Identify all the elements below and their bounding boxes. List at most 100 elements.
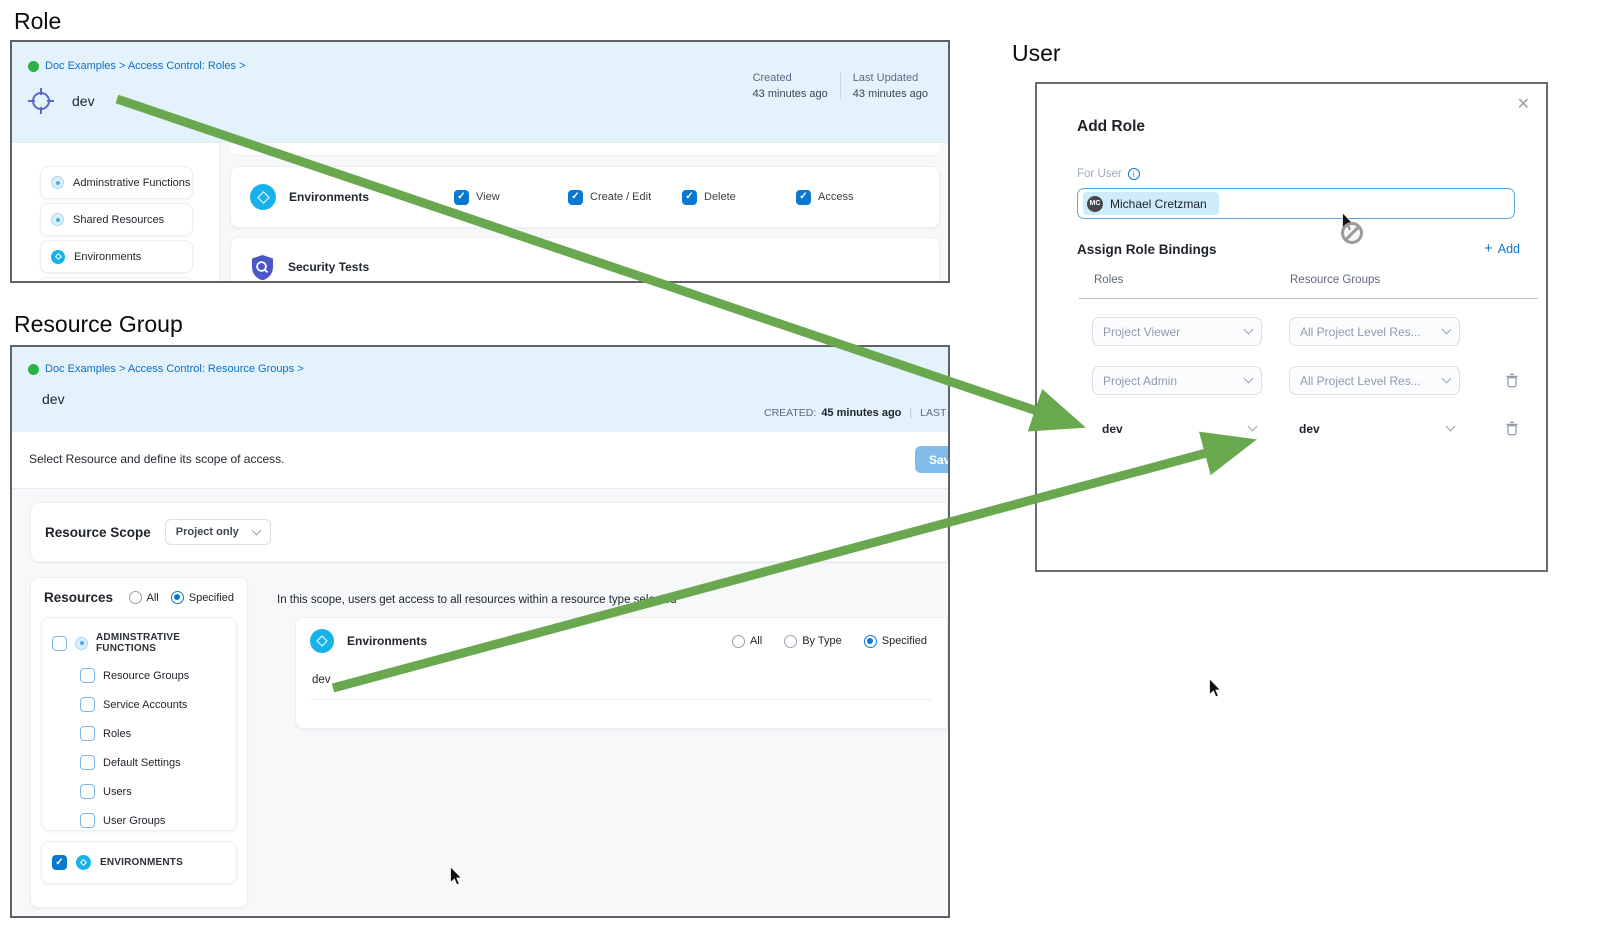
user-section-label: User — [1012, 40, 1061, 66]
meta-separator: | — [909, 407, 913, 419]
checkbox-icon[interactable] — [80, 668, 95, 683]
scope-instruction: Select Resource and define its scope of … — [29, 452, 285, 466]
checkbox-checked-icon[interactable]: ✓ — [52, 855, 67, 870]
scope-item-dev[interactable]: dev — [312, 674, 331, 686]
tree-item-service-accounts[interactable]: Service Accounts — [80, 697, 226, 712]
delete-binding-button[interactable] — [1505, 373, 1521, 389]
resource-group-select[interactable]: dev — [1299, 421, 1320, 436]
save-button[interactable]: Save — [915, 446, 948, 473]
resource-group-select[interactable]: All Project Level Res... — [1289, 317, 1460, 346]
permission-resource-name: Environments — [289, 190, 370, 204]
checkbox-checked-icon[interactable]: ✓ — [454, 189, 469, 205]
breadcrumb[interactable]: Doc Examples > Access Control: Roles > — [28, 60, 246, 72]
resource-scope-select[interactable]: Project only — [164, 519, 271, 545]
permission-resource-name: Security Tests — [288, 260, 370, 274]
role-resource-category-sidebar: Adminstrative Functions Shared Resources… — [12, 143, 220, 281]
resource-group-section-label: Resource Group — [14, 311, 183, 337]
permission-delete[interactable]: ✓ Delete — [682, 189, 796, 205]
chevron-down-icon[interactable] — [1445, 421, 1456, 432]
radio-icon[interactable] — [731, 634, 745, 648]
role-title: dev — [72, 93, 95, 109]
user-select-input[interactable]: MC Michael Cretzman — [1077, 188, 1515, 219]
updated-value: 43 minutes ago — [852, 88, 928, 100]
permission-row-environments: Environments ✓ View ✓ Create / Edit ✓ De… — [230, 166, 940, 228]
radio-selected-icon[interactable] — [170, 591, 184, 604]
close-icon[interactable]: ✕ — [1516, 96, 1530, 113]
delete-binding-button[interactable] — [1505, 421, 1521, 437]
role-meta: Created 43 minutes ago Last Updated 43 m… — [741, 72, 940, 100]
role-section-label: Role — [14, 8, 62, 34]
tree-item-administrative-functions[interactable]: ADMINSTRATIVE FUNCTIONS — [52, 632, 226, 654]
resources-radio-specified[interactable]: Specified — [170, 591, 234, 604]
resource-group-content: Resource Scope Project only Resources Al… — [12, 489, 948, 916]
radio-selected-icon[interactable] — [863, 634, 877, 648]
sidebar-item-partial[interactable] — [40, 277, 193, 281]
permission-create-edit[interactable]: ✓ Create / Edit — [568, 189, 682, 205]
resources-radio-all[interactable]: All — [128, 591, 159, 604]
resource-group-meta: CREATED: 45 minutes ago | LAST UPDATED — [764, 407, 948, 419]
sidebar-item-environments[interactable]: Environments — [40, 240, 193, 273]
radio-icon[interactable] — [128, 591, 142, 604]
resource-group-detail-panel: Doc Examples > Access Control: Resource … — [10, 345, 950, 918]
info-icon[interactable]: i — [1127, 168, 1140, 180]
checkbox-icon[interactable] — [80, 813, 95, 828]
resource-group-header: Doc Examples > Access Control: Resource … — [12, 347, 948, 432]
chevron-down-icon — [1243, 324, 1254, 335]
checkbox-icon[interactable] — [80, 755, 95, 770]
permission-row-security-tests: Security Tests — [230, 237, 940, 281]
sidebar-item-administrative-functions[interactable]: Adminstrative Functions — [40, 166, 193, 199]
tree-item-roles[interactable]: Roles — [80, 726, 226, 741]
checkbox-icon[interactable] — [80, 784, 95, 799]
resources-selector-card: Resources All Specified ADMINSTRA — [30, 577, 248, 908]
checkbox-checked-icon[interactable]: ✓ — [796, 189, 811, 205]
chevron-down-icon[interactable] — [1247, 421, 1258, 432]
admin-functions-icon — [51, 176, 64, 189]
trash-icon — [1506, 421, 1518, 436]
user-chip[interactable]: MC Michael Cretzman — [1083, 192, 1219, 215]
checkbox-icon[interactable] — [52, 635, 67, 651]
scope-note: In this scope, users get access to all r… — [277, 594, 677, 606]
breadcrumb-text[interactable]: Doc Examples > Access Control: Roles > — [45, 60, 246, 72]
tree-item-users[interactable]: Users — [80, 784, 226, 799]
role-target-icon — [28, 88, 54, 114]
checkbox-icon[interactable] — [80, 697, 95, 712]
security-tests-shield-icon — [252, 254, 273, 280]
shared-resources-icon — [51, 213, 64, 226]
updated-label: LAST UPDATED — [920, 407, 948, 419]
tree-item-user-groups[interactable]: User Groups — [80, 813, 226, 828]
role-detail-panel: Doc Examples > Access Control: Roles > d… — [10, 40, 950, 283]
sidebar-item-shared-resources[interactable]: Shared Resources — [40, 203, 193, 236]
tree-item-environments[interactable]: ✓ ENVIRONMENTS — [41, 841, 237, 884]
breadcrumb-text[interactable]: Doc Examples > Access Control: Resource … — [45, 363, 304, 375]
resource-group-select[interactable]: All Project Level Res... — [1289, 366, 1460, 395]
breadcrumb[interactable]: Doc Examples > Access Control: Resource … — [28, 363, 304, 375]
scope-radio-by-type[interactable]: By Type — [784, 634, 842, 648]
role-select[interactable]: dev — [1102, 421, 1123, 436]
permission-view[interactable]: ✓ View — [454, 189, 568, 205]
add-binding-button[interactable]: + Add — [1483, 240, 1520, 257]
environments-scope-card: Environments All By Type Specified — [295, 617, 948, 729]
column-header-resource-groups: Resource Groups — [1290, 274, 1381, 286]
user-name: Michael Cretzman — [1110, 196, 1207, 211]
tree-item-resource-groups[interactable]: Resource Groups — [80, 668, 226, 683]
role-permissions-area: Environments ✓ View ✓ Create / Edit ✓ De… — [220, 143, 948, 281]
checkbox-icon[interactable] — [80, 726, 95, 741]
environments-icon — [310, 629, 334, 653]
role-select[interactable]: Project Viewer — [1092, 317, 1262, 346]
resource-group-title: dev — [42, 391, 65, 407]
permission-access[interactable]: ✓ Access — [796, 189, 910, 205]
scope-radio-all[interactable]: All — [731, 634, 762, 648]
role-select[interactable]: Project Admin — [1092, 366, 1262, 395]
tree-item-default-settings[interactable]: Default Settings — [80, 755, 226, 770]
role-header: Doc Examples > Access Control: Roles > d… — [12, 42, 948, 142]
plus-icon: + — [1483, 240, 1493, 257]
permission-row-partial — [230, 143, 940, 156]
radio-icon[interactable] — [784, 634, 798, 648]
checkbox-checked-icon[interactable]: ✓ — [568, 189, 583, 205]
environments-icon — [76, 855, 91, 870]
role-binding-row: Project Admin All Project Level Res... — [1037, 366, 1546, 396]
scope-radio-specified[interactable]: Specified — [863, 634, 927, 648]
project-icon — [28, 363, 39, 375]
admin-functions-icon — [75, 636, 88, 650]
checkbox-checked-icon[interactable]: ✓ — [682, 189, 697, 205]
